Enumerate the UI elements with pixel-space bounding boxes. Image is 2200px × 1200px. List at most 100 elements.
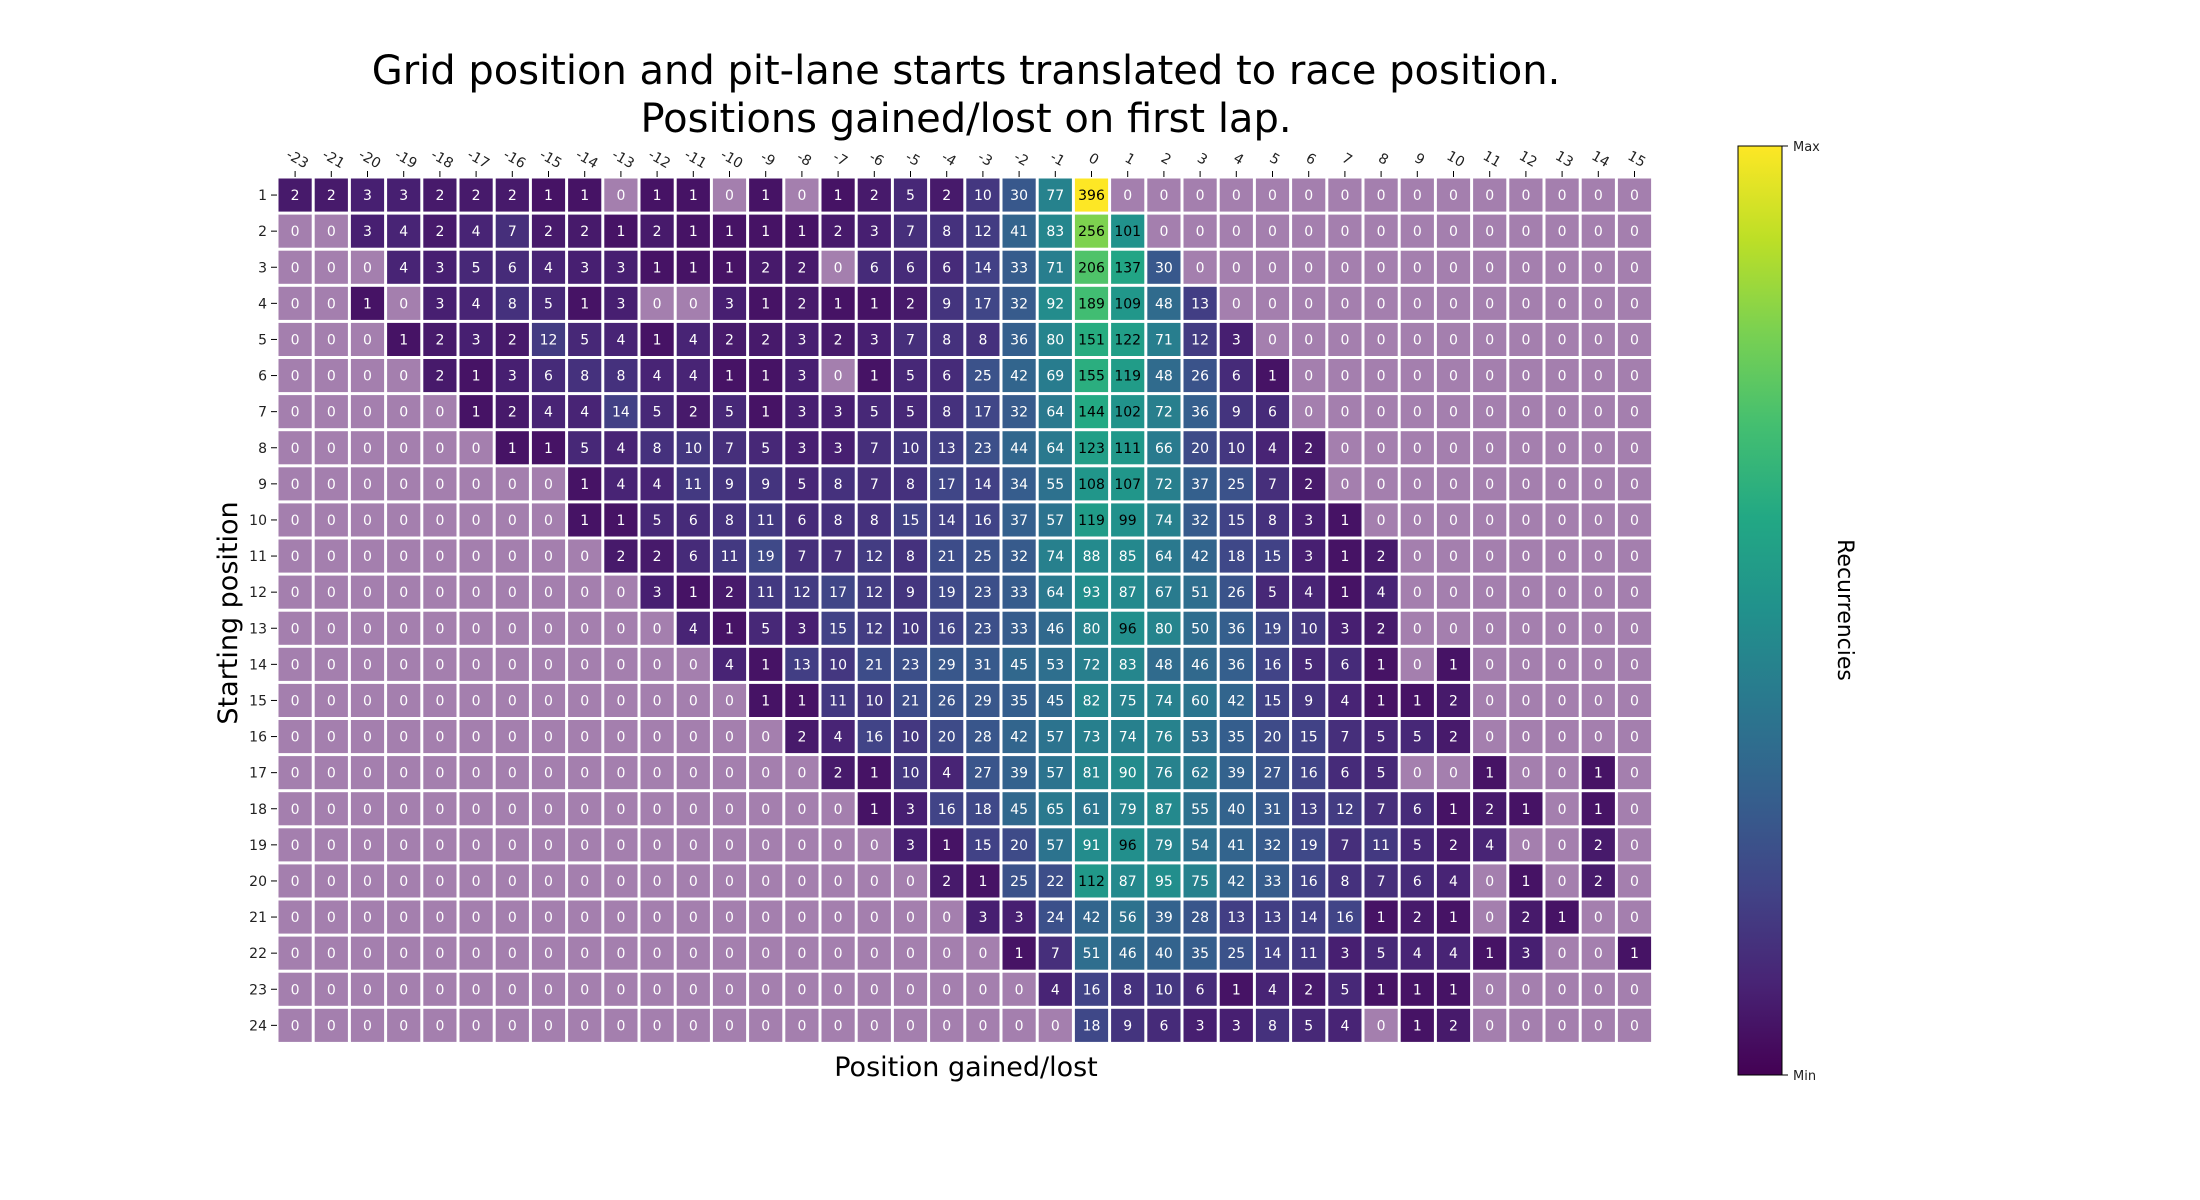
heatmap-cell	[568, 972, 602, 1006]
heatmap-cell	[857, 972, 891, 1006]
heatmap-cell-label: 4	[1485, 838, 1494, 854]
heatmap-cell-label: 0	[1594, 369, 1603, 385]
heatmap-cell	[278, 431, 312, 465]
heatmap-cell	[1581, 286, 1615, 320]
heatmap-cell	[1545, 431, 1579, 465]
heatmap-cell-label: 0	[580, 982, 589, 998]
heatmap-cell	[459, 720, 493, 754]
heatmap-cell-label: 1	[1377, 910, 1386, 926]
heatmap-cell	[1074, 178, 1109, 212]
heatmap-cell	[531, 178, 566, 212]
heatmap-cell	[640, 286, 674, 320]
heatmap-cell	[1328, 936, 1362, 970]
heatmap-cell	[314, 683, 348, 717]
x-tick-label: 13	[1552, 148, 1575, 171]
heatmap-cell	[459, 1008, 493, 1042]
heatmap-cell-label: 39	[1155, 910, 1173, 926]
heatmap-cell	[640, 178, 674, 212]
heatmap-cell-label: 0	[363, 946, 372, 962]
heatmap-cell	[568, 611, 602, 645]
heatmap-cell-label: 2	[725, 585, 734, 601]
heatmap-cell-label: 0	[291, 730, 300, 746]
heatmap-cell-label: 7	[1340, 838, 1349, 854]
heatmap-cell-label: 0	[327, 296, 336, 312]
heatmap-cell-label: 119	[1114, 369, 1141, 385]
heatmap-cell	[495, 359, 529, 393]
heatmap-cell	[1617, 792, 1652, 826]
heatmap-cell-label: 1	[761, 296, 770, 312]
heatmap-cell	[930, 286, 964, 320]
heatmap-cell	[278, 214, 312, 248]
heatmap-cell-label: 0	[1594, 730, 1603, 746]
heatmap-cell-label: 80	[1083, 621, 1101, 637]
heatmap-cell-label: 23	[974, 621, 992, 637]
heatmap-cell-label: 0	[942, 982, 951, 998]
heatmap-cell	[1328, 575, 1362, 609]
heatmap-cell	[1147, 395, 1181, 429]
heatmap-cell-label: 0	[472, 910, 481, 926]
heatmap-cell-label: 50	[1191, 621, 1209, 637]
heatmap-cell	[1509, 828, 1543, 862]
heatmap-cell	[1436, 359, 1471, 393]
heatmap-cell	[821, 1008, 855, 1042]
heatmap-cell	[1400, 575, 1434, 609]
heatmap-cell-label: 0	[363, 513, 372, 529]
heatmap-cell-label: 0	[797, 838, 806, 854]
heatmap-cell-label: 79	[1119, 802, 1137, 818]
heatmap-cell	[930, 1008, 964, 1042]
heatmap-cell-label: 0	[653, 802, 662, 818]
heatmap-cell-label: 0	[1558, 332, 1567, 348]
heatmap-cell	[1292, 756, 1326, 790]
heatmap-cell-label: 10	[1300, 621, 1318, 637]
heatmap-cell	[1545, 647, 1579, 681]
heatmap-cell-label: 0	[725, 694, 734, 710]
heatmap-cell-label: 0	[725, 838, 734, 854]
heatmap-cell-label: 0	[616, 1018, 625, 1034]
heatmap-cell-label: 2	[1521, 910, 1530, 926]
heatmap-cell-label: 6	[797, 513, 806, 529]
heatmap-cell	[604, 900, 638, 934]
heatmap-cell-label: 0	[1413, 369, 1422, 385]
heatmap-cell	[1364, 395, 1398, 429]
heatmap-cell-label: 16	[974, 513, 992, 529]
heatmap-cell-label: 3	[1340, 946, 1349, 962]
heatmap-cell	[676, 467, 710, 501]
heatmap-cell	[278, 178, 312, 212]
heatmap-cell-label: 33	[1264, 874, 1282, 890]
heatmap-cell	[676, 178, 710, 212]
heatmap-cell-label: 1	[797, 694, 806, 710]
heatmap-cell	[966, 720, 1000, 754]
heatmap-cell-label: 0	[435, 910, 444, 926]
heatmap-cell-label: 0	[1123, 188, 1132, 204]
x-tick-label: 6	[1303, 150, 1319, 168]
heatmap-cell-label: 0	[399, 874, 408, 890]
heatmap-cell	[568, 250, 602, 284]
heatmap-cell-label: 16	[1300, 874, 1318, 890]
heatmap-cell-label: 7	[1340, 730, 1349, 746]
heatmap-cell	[531, 503, 566, 537]
heatmap-cell	[821, 178, 855, 212]
heatmap-cell-label: 1	[689, 585, 698, 601]
heatmap-cell-label: 3	[870, 224, 879, 240]
heatmap-cell-label: 1	[653, 332, 662, 348]
heatmap-cell-label: 2	[797, 730, 806, 746]
heatmap-cell	[1219, 756, 1253, 790]
heatmap-cell-label: 1	[472, 405, 481, 421]
heatmap-cell-label: 0	[616, 982, 625, 998]
heatmap-cell	[604, 720, 638, 754]
heatmap-cell-label: 0	[472, 874, 481, 890]
heatmap-cell-label: 0	[291, 369, 300, 385]
heatmap-cell	[1292, 1008, 1326, 1042]
heatmap-cell	[1617, 286, 1652, 320]
heatmap-cell	[1364, 720, 1398, 754]
heatmap-cell	[314, 756, 348, 790]
heatmap-cell-label: 0	[1558, 549, 1567, 565]
heatmap-cell-label: 0	[363, 838, 372, 854]
heatmap-cell	[1436, 503, 1471, 537]
heatmap-cell	[785, 720, 819, 754]
heatmap-cell	[785, 1008, 819, 1042]
heatmap-cell	[495, 431, 529, 465]
heatmap-cell-label: 0	[544, 766, 553, 782]
heatmap-cell	[1111, 359, 1145, 393]
